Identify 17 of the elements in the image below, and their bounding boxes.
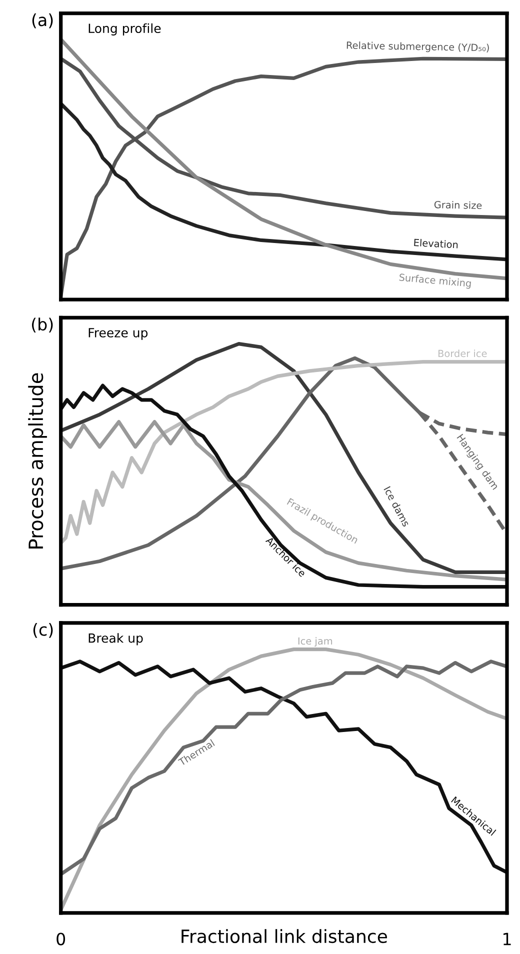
text: (b) xyxy=(32,318,53,333)
chart-title: Long profile xyxy=(88,23,161,36)
text: Ice dams xyxy=(384,486,410,528)
text: (c) xyxy=(33,622,53,638)
x-tick-label: 0 xyxy=(56,932,66,946)
series-label: Grain size xyxy=(434,200,482,210)
series-label: Surface mixing xyxy=(399,273,472,289)
series-label: Elevation xyxy=(414,238,458,248)
x-tick-label: 1 xyxy=(504,932,511,946)
series-label: Border ice xyxy=(438,350,487,358)
text: (a) xyxy=(32,13,53,28)
series-label: Relative submergence (Y/D₅₀) xyxy=(346,41,489,54)
x-axis-title: Fractional link distance xyxy=(182,929,387,944)
chart-title: Freeze up xyxy=(88,328,148,340)
series-label: Ice jam xyxy=(298,637,332,647)
y-axis-title: Process amplitude xyxy=(28,373,47,548)
chart-title: Break up xyxy=(88,633,143,646)
